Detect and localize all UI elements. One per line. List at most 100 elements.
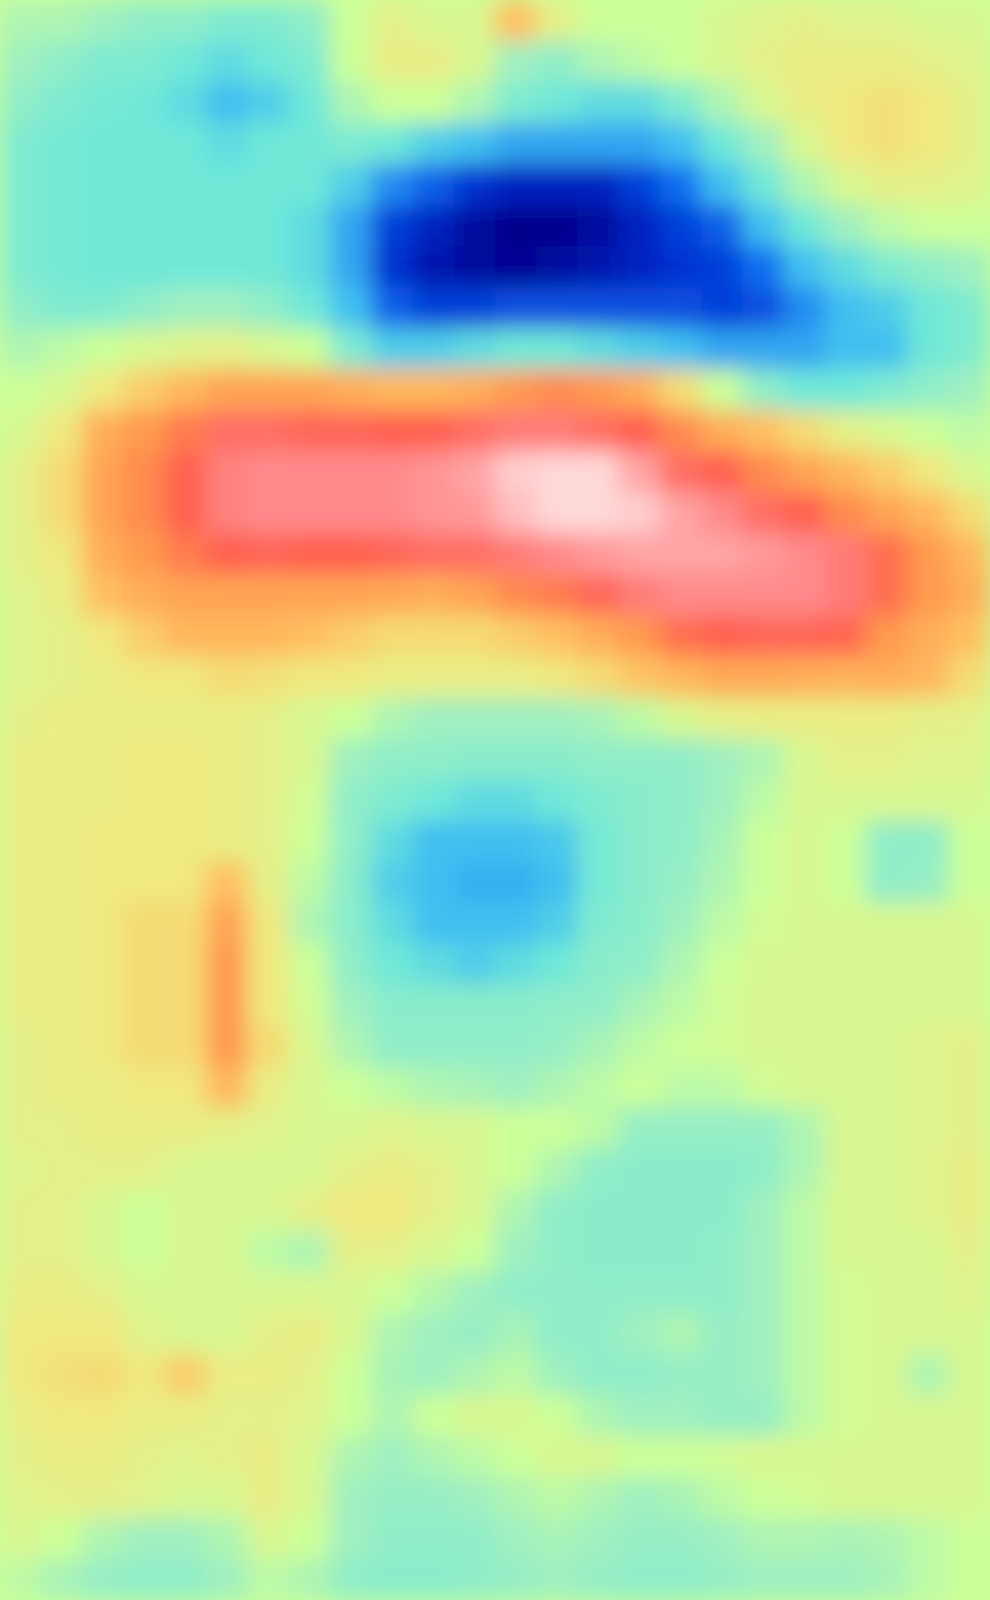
cell [660, 615, 702, 657]
cell [165, 410, 207, 452]
cell [866, 1558, 908, 1600]
cell [577, 1107, 620, 1149]
cell [123, 369, 166, 411]
cell [948, 287, 990, 329]
cell [330, 984, 372, 1026]
cell [330, 1189, 372, 1231]
cell [948, 1558, 990, 1600]
cell [0, 574, 42, 616]
cell [577, 902, 620, 944]
cell [330, 861, 372, 903]
cell [412, 122, 455, 165]
cell [495, 779, 537, 821]
cell [41, 1230, 83, 1272]
cell [247, 164, 290, 206]
cell [82, 1066, 125, 1108]
cell [165, 1148, 207, 1190]
cell [288, 1476, 331, 1518]
cell [453, 1312, 496, 1354]
cell [41, 451, 83, 493]
cell [247, 1394, 290, 1436]
cell [247, 533, 290, 575]
cell [330, 122, 372, 165]
cell [0, 738, 42, 780]
cell [495, 820, 537, 862]
cell [288, 410, 331, 452]
cell [825, 697, 867, 739]
cell [123, 779, 166, 821]
cell [660, 1107, 702, 1149]
cell [206, 943, 248, 985]
cell [288, 1558, 331, 1600]
cell [247, 1230, 290, 1272]
cell [907, 205, 950, 247]
cell [948, 1148, 990, 1190]
cell [453, 1558, 496, 1600]
cell [165, 1189, 207, 1231]
cell [866, 327, 908, 370]
cell [453, 0, 496, 42]
cell [783, 1517, 826, 1559]
cell [123, 1476, 166, 1518]
cell [783, 1476, 826, 1518]
cell [495, 1558, 537, 1600]
cell [742, 451, 785, 493]
cell [0, 1230, 42, 1272]
cell [288, 205, 331, 247]
cell [330, 697, 372, 739]
cell [618, 122, 661, 165]
cell [948, 615, 990, 657]
cell [123, 1353, 166, 1395]
cell [577, 122, 620, 165]
cell [495, 492, 537, 534]
cell [453, 574, 496, 616]
cell [701, 984, 743, 1026]
cell [742, 1353, 785, 1395]
cell [495, 1435, 537, 1477]
cell [536, 164, 578, 206]
cell [825, 492, 867, 534]
cell [206, 656, 248, 698]
cell [41, 1476, 83, 1518]
cell [742, 1066, 785, 1108]
cell [907, 369, 950, 411]
cell [206, 1476, 248, 1518]
cell [948, 122, 990, 165]
cell [41, 1353, 83, 1395]
cell [123, 533, 166, 575]
cell [701, 1353, 743, 1395]
cell [371, 1107, 413, 1149]
cell [82, 1107, 125, 1149]
cell [41, 164, 83, 206]
cell [742, 0, 785, 42]
cell [618, 410, 661, 452]
cell [660, 1025, 702, 1067]
cell [412, 1189, 455, 1231]
cell [165, 287, 207, 329]
cell [577, 1394, 620, 1436]
cell [742, 574, 785, 616]
cell [247, 861, 290, 903]
cell [330, 205, 372, 247]
cell [453, 533, 496, 575]
cell [247, 410, 290, 452]
cell [825, 1476, 867, 1518]
cell [536, 1312, 578, 1354]
cell [907, 451, 950, 493]
cell [371, 1148, 413, 1190]
cell [330, 1107, 372, 1149]
cell [0, 287, 42, 329]
cell [82, 1271, 125, 1313]
cell [123, 327, 166, 370]
cell [247, 943, 290, 985]
cell [536, 1230, 578, 1272]
cell [82, 287, 125, 329]
cell [165, 1435, 207, 1477]
cell [660, 984, 702, 1026]
cell [453, 122, 496, 165]
cell [618, 984, 661, 1026]
cell [783, 1435, 826, 1477]
cell [330, 820, 372, 862]
cell [866, 943, 908, 985]
cell [907, 287, 950, 329]
